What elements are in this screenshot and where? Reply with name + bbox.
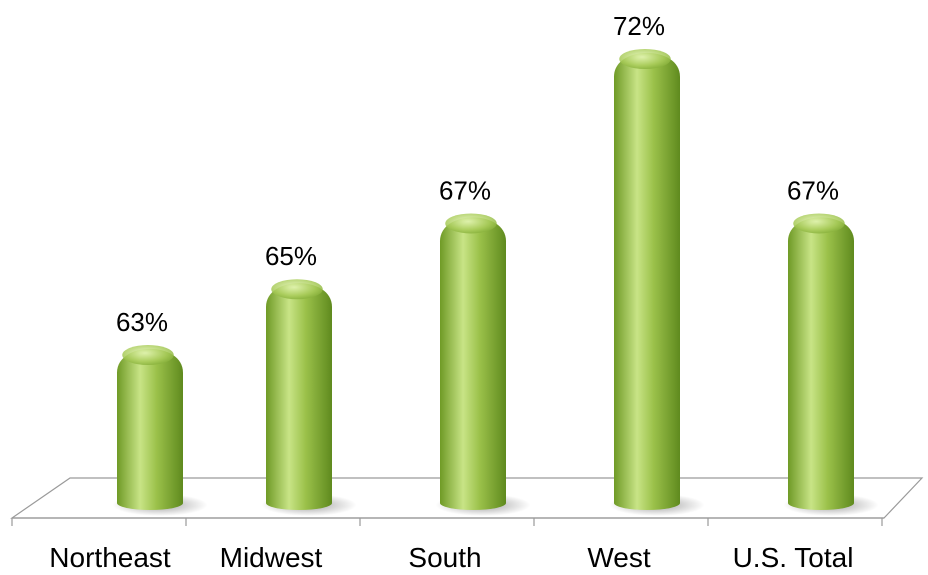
data-label: 67% (787, 175, 839, 205)
bar-top-highlight (619, 49, 671, 69)
x-tick-labels-group: Northeast Midwest South West U.S. Total (49, 542, 853, 573)
bar-top-highlight (793, 213, 845, 234)
bar-top-highlight (271, 279, 323, 300)
data-label: 65% (265, 241, 317, 271)
bars-group (112, 49, 879, 516)
data-label: 63% (116, 307, 168, 337)
bar (266, 283, 332, 510)
x-tick-label: Midwest (220, 542, 323, 573)
data-label: 72% (613, 11, 665, 41)
bar-top-highlight (122, 345, 174, 365)
bar (440, 217, 506, 510)
data-label: 67% (439, 175, 491, 205)
bar-top-highlight (445, 213, 497, 234)
bar (788, 217, 854, 510)
data-labels-group: 63% 65% 67% 72% 67% (116, 11, 839, 337)
x-tick-label: U.S. Total (733, 542, 854, 573)
bar (614, 52, 680, 511)
x-tick-label: Northeast (49, 542, 171, 573)
x-tick-label: South (408, 542, 481, 573)
x-tick-label: West (587, 542, 650, 573)
bar (117, 348, 183, 510)
